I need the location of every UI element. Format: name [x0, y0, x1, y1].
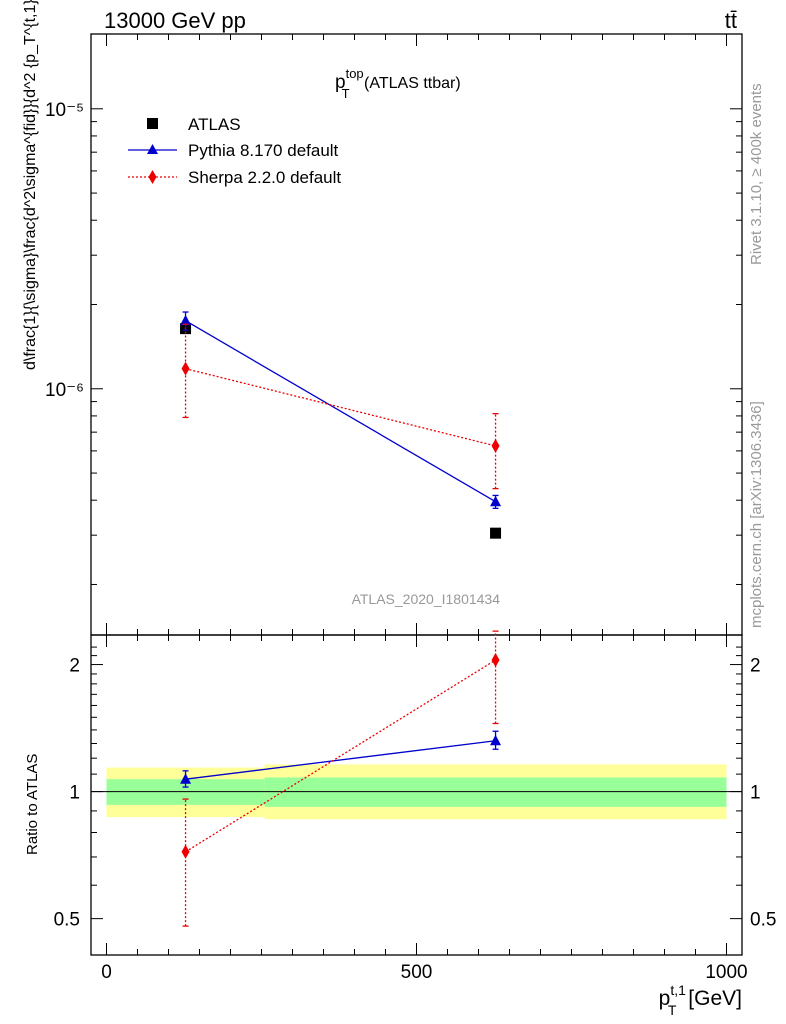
- y-tick-label: 10⁻⁵: [45, 100, 84, 121]
- legend-label-pythia: Pythia 8.170 default: [188, 141, 339, 160]
- legend-marker-atlas: [147, 118, 158, 129]
- ratio-tick-label-right: 2: [750, 656, 761, 677]
- axis-ticks: [91, 34, 742, 955]
- stat-band-1: [264, 777, 727, 807]
- analysis-id: ATLAS_2020_I1801434: [352, 591, 501, 607]
- x-tick-label: 1000: [705, 962, 747, 983]
- plot-title-sub: T: [342, 86, 350, 101]
- ratio-tick-label-right: 0.5: [750, 910, 776, 931]
- plot-title-suffix: (ATLAS ttbar): [360, 75, 461, 92]
- ratio-pythia-point: [490, 734, 502, 746]
- x-axis-label-sub: T: [668, 1002, 677, 1018]
- process-label: tt̄: [725, 8, 737, 33]
- rivet-label: Rivet 3.1.10, ≥ 400k events: [748, 83, 765, 265]
- legend-marker-pythia: [147, 144, 158, 154]
- legend-label-sherpa: Sherpa 2.2.0 default: [188, 168, 341, 187]
- main-sherpa-point: [181, 361, 190, 376]
- legend: ATLAS Pythia 8.170 default Sherpa 2.2.0 …: [128, 115, 341, 187]
- plot-title-main: p: [335, 72, 346, 93]
- ratio-tick-label-right: 1: [750, 783, 761, 804]
- x-axis-label-main: p: [659, 987, 671, 1010]
- ratio-tick-label: 2: [69, 656, 80, 677]
- x-axis-label-unit: [GeV]: [682, 987, 742, 1010]
- ratio-y-axis-label: Ratio to ATLAS: [24, 754, 41, 855]
- legend-marker-sherpa: [148, 170, 157, 184]
- x-tick-label: 500: [401, 962, 433, 983]
- axis-tick-labels: 0 500 1000 10⁻⁶ 10⁻⁵ 0.5 0.5 1 1 2 2: [45, 100, 776, 983]
- y-axis-label: d\frac{1}{\sigma}\frac{d^2\sigma^{fid}}{…: [22, 0, 39, 370]
- x-axis-label-sup: t,1: [670, 982, 686, 998]
- main-pythia-point: [180, 314, 192, 326]
- plot-title: ptop T (ATLAS ttbar): [335, 66, 461, 101]
- energy-label: 13000 GeV pp: [104, 8, 246, 33]
- ratio-pythia-point: [180, 773, 192, 784]
- y-tick-label: 10⁻⁶: [45, 380, 84, 401]
- ratio-tick-label: 1: [69, 783, 80, 804]
- plot-title-sup: top: [346, 66, 364, 81]
- ratio-sherpa-point: [491, 653, 500, 668]
- ratio-sherpa-line: [185, 659, 496, 853]
- ratio-pythia-line: [185, 740, 496, 780]
- main-atlas-point: [490, 527, 502, 539]
- y-axis-label-text: d\frac{1}{\sigma}\frac{d^2\sigma^{fid}}{…: [22, 0, 39, 370]
- x-tick-label: 0: [101, 962, 112, 983]
- main-pythia-point: [490, 495, 502, 507]
- ratio-tick-label: 0.5: [54, 910, 80, 931]
- main-sherpa-line: [185, 368, 496, 447]
- data-series: [180, 311, 502, 927]
- main-sherpa-point: [491, 438, 500, 453]
- mcplots-label: mcplots.cern.ch [arXiv:1306.3436]: [748, 401, 765, 628]
- main-pythia-line: [185, 320, 496, 503]
- ratio-sherpa-point: [181, 844, 190, 859]
- x-axis-label: pt,1 T [GeV]: [659, 982, 742, 1018]
- legend-label-atlas: ATLAS: [188, 115, 241, 134]
